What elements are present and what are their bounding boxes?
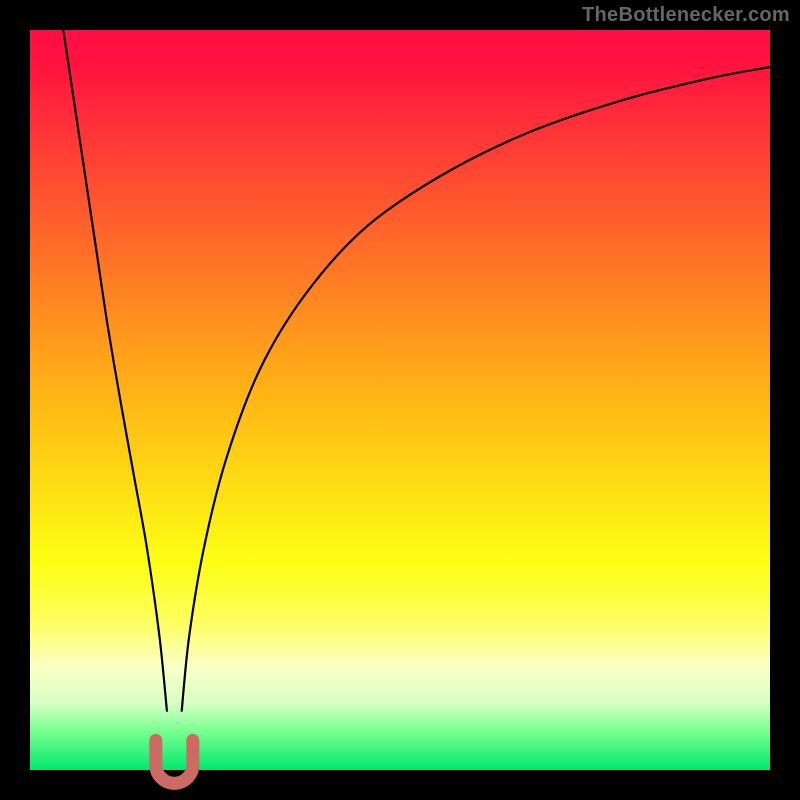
gradient-background bbox=[30, 30, 770, 770]
bottleneck-chart bbox=[0, 0, 800, 800]
chart-container: TheBottlenecker.com bbox=[0, 0, 800, 800]
watermark-text: TheBottlenecker.com bbox=[582, 4, 790, 27]
